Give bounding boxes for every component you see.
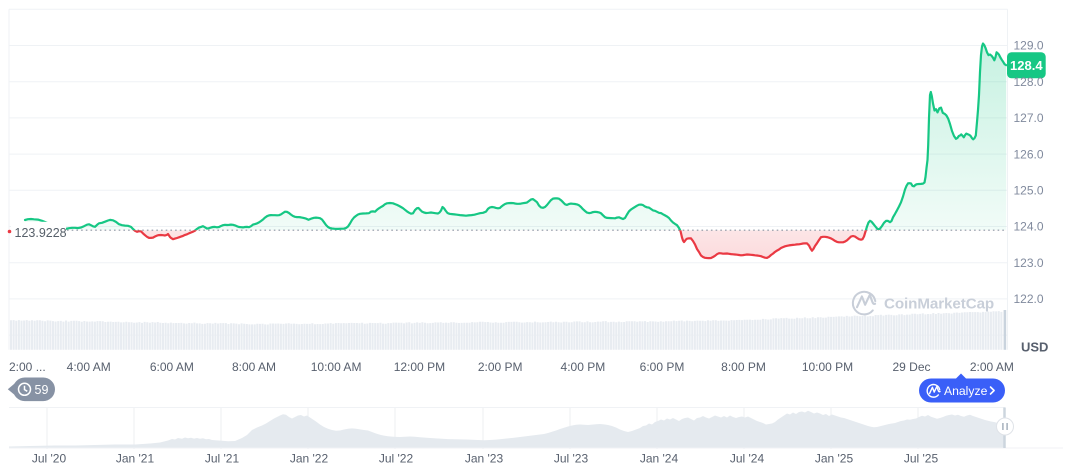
svg-text:4:00 AM: 4:00 AM <box>67 360 111 374</box>
svg-text:Jan '24: Jan '24 <box>640 452 679 466</box>
svg-text:Jul '23: Jul '23 <box>554 452 589 466</box>
svg-text:6:00 AM: 6:00 AM <box>150 360 194 374</box>
svg-text:8:00 AM: 8:00 AM <box>232 360 276 374</box>
svg-text:Jan '25: Jan '25 <box>815 452 854 466</box>
svg-text:29 Dec: 29 Dec <box>892 360 930 374</box>
svg-text:Jan '23: Jan '23 <box>465 452 504 466</box>
svg-text:Jan '22: Jan '22 <box>290 452 329 466</box>
svg-text:10:00 PM: 10:00 PM <box>802 360 853 374</box>
svg-text:123.9228: 123.9228 <box>15 226 67 240</box>
svg-text:CoinMarketCap: CoinMarketCap <box>884 296 994 313</box>
svg-text:Jul '20: Jul '20 <box>32 452 67 466</box>
svg-text:10:00 AM: 10:00 AM <box>311 360 362 374</box>
svg-text:128.0: 128.0 <box>1014 75 1044 89</box>
svg-text:125.0: 125.0 <box>1014 184 1044 198</box>
svg-text:127.0: 127.0 <box>1014 111 1044 125</box>
svg-text:123.0: 123.0 <box>1014 256 1044 270</box>
svg-text:129.0: 129.0 <box>1014 39 1044 53</box>
svg-text:2:00 PM: 2:00 PM <box>478 360 523 374</box>
svg-text:Jul '24: Jul '24 <box>730 452 765 466</box>
svg-text:12:00 PM: 12:00 PM <box>394 360 445 374</box>
svg-text:Jul '25: Jul '25 <box>904 452 939 466</box>
svg-text:Jan '21: Jan '21 <box>116 452 155 466</box>
svg-text:59: 59 <box>35 383 49 397</box>
svg-text:Analyze: Analyze <box>944 384 988 398</box>
svg-text:4:00 PM: 4:00 PM <box>561 360 606 374</box>
svg-text:Jul '21: Jul '21 <box>205 452 240 466</box>
svg-text:128.4: 128.4 <box>1010 58 1043 73</box>
svg-text:USD: USD <box>1021 340 1048 355</box>
svg-text:2:00 AM: 2:00 AM <box>970 360 1014 374</box>
svg-text:8:00 PM: 8:00 PM <box>721 360 766 374</box>
svg-text:2:00 ...: 2:00 ... <box>9 360 46 374</box>
svg-text:6:00 PM: 6:00 PM <box>640 360 685 374</box>
svg-text:Jul '22: Jul '22 <box>379 452 414 466</box>
svg-text:124.0: 124.0 <box>1014 220 1044 234</box>
svg-text:122.0: 122.0 <box>1014 292 1044 306</box>
svg-text:126.0: 126.0 <box>1014 147 1044 161</box>
